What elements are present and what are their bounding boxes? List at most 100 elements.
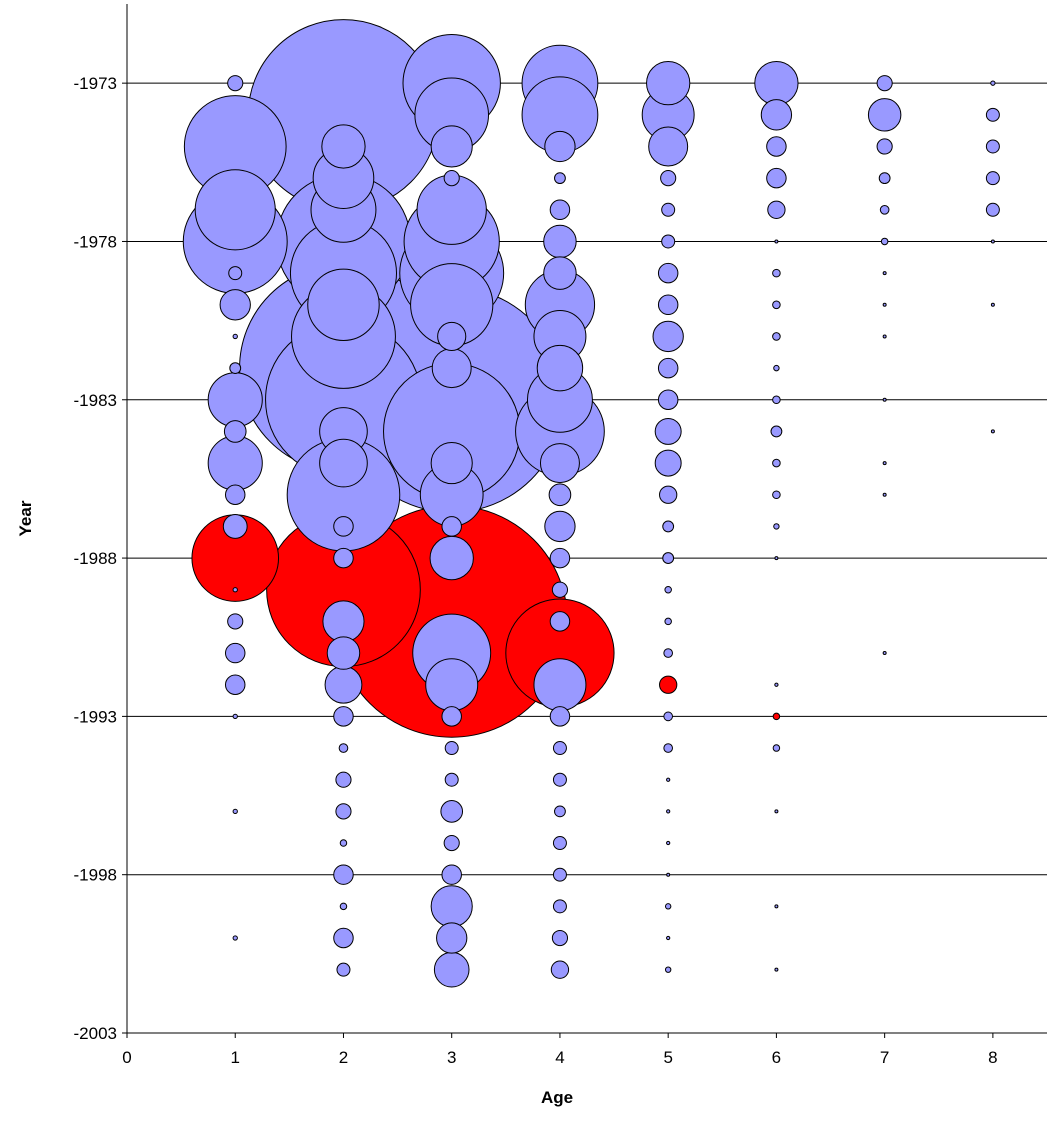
bubble [224, 674, 246, 695]
bubble [772, 744, 781, 752]
x-axis-title: Age [541, 1088, 573, 1107]
bubble [229, 362, 242, 375]
bubble [441, 706, 462, 727]
bubble [333, 864, 354, 885]
bubble [663, 743, 674, 753]
bubble [430, 885, 473, 928]
bubble [772, 332, 781, 341]
bubble [657, 294, 679, 316]
bubble [882, 492, 887, 497]
bubble [773, 364, 780, 372]
bubble [429, 535, 474, 581]
bubble [554, 172, 566, 185]
bubble [552, 867, 567, 882]
bubble [659, 485, 678, 504]
bubble [648, 126, 689, 167]
bubble [228, 266, 243, 281]
bubble [867, 98, 902, 132]
bubble [549, 199, 571, 221]
bubble [551, 929, 569, 947]
bubble [663, 648, 674, 658]
bubble [339, 839, 348, 847]
bubble [430, 125, 473, 168]
bubble [985, 171, 1000, 186]
x-tick-label: 7 [880, 1048, 889, 1067]
bubble [440, 800, 464, 823]
bubble [333, 927, 354, 949]
bubble [664, 903, 672, 910]
y-tick-label: -1983 [74, 391, 117, 410]
bubble [662, 552, 675, 564]
bubble [659, 675, 678, 694]
bubble [657, 262, 679, 284]
bubble [772, 300, 781, 310]
bubble [882, 461, 887, 466]
bubble [990, 239, 995, 244]
bubble [219, 289, 251, 321]
y-tick-label: -1988 [74, 549, 117, 568]
bubble [232, 333, 238, 340]
x-tick-label: 5 [663, 1048, 672, 1067]
bubble [336, 962, 351, 977]
bubble [772, 490, 781, 500]
x-tick-label: 0 [122, 1048, 131, 1067]
bubble [335, 803, 352, 820]
bubble [444, 772, 459, 787]
bubble [652, 320, 684, 353]
bubble [232, 935, 238, 941]
y-axis-title: Year [16, 500, 35, 536]
bubble [207, 435, 263, 491]
bubble [985, 107, 1000, 122]
bubbles [182, 19, 1000, 988]
bubble [544, 510, 576, 543]
bubble [772, 395, 781, 405]
bubble [307, 268, 380, 342]
bubble [436, 922, 468, 954]
bubble [536, 344, 584, 392]
bubble [661, 202, 676, 217]
bubble [232, 587, 238, 593]
y-tick-label: -1998 [74, 866, 117, 885]
bubble [437, 321, 467, 352]
bubble [774, 556, 779, 561]
bubble [333, 516, 354, 537]
bubble [654, 449, 682, 477]
bubble [321, 124, 366, 169]
bubble [766, 167, 787, 189]
bubble [879, 204, 890, 215]
bubble [666, 777, 671, 782]
bubble [339, 902, 348, 911]
bubble [876, 138, 893, 155]
bubble [433, 951, 470, 988]
bubble [876, 75, 893, 92]
bubble [657, 389, 679, 411]
bubble [646, 61, 691, 106]
bubble [985, 139, 1000, 154]
bubble [660, 170, 677, 187]
bubble [441, 864, 462, 885]
bubble [773, 523, 780, 530]
bubble [543, 256, 577, 290]
x-tick-label: 3 [447, 1048, 456, 1067]
bubble [990, 302, 995, 307]
bubble [661, 234, 676, 249]
bubble [774, 904, 779, 909]
bubble [766, 136, 787, 157]
bubble [430, 442, 473, 485]
y-tick-label: -1973 [74, 74, 117, 93]
bubble [664, 966, 672, 973]
bubble [194, 169, 276, 251]
bubble [666, 840, 671, 846]
bubble [774, 239, 779, 244]
bubble [224, 484, 246, 505]
bubble [227, 613, 244, 630]
bubble [549, 611, 571, 632]
bubble [664, 585, 672, 594]
x-tick-label: 1 [231, 1048, 240, 1067]
bubble [443, 834, 460, 852]
bubble [222, 514, 248, 539]
bubble [760, 99, 793, 131]
bubble [425, 658, 479, 712]
bubble [990, 429, 995, 434]
bubble [772, 712, 781, 721]
